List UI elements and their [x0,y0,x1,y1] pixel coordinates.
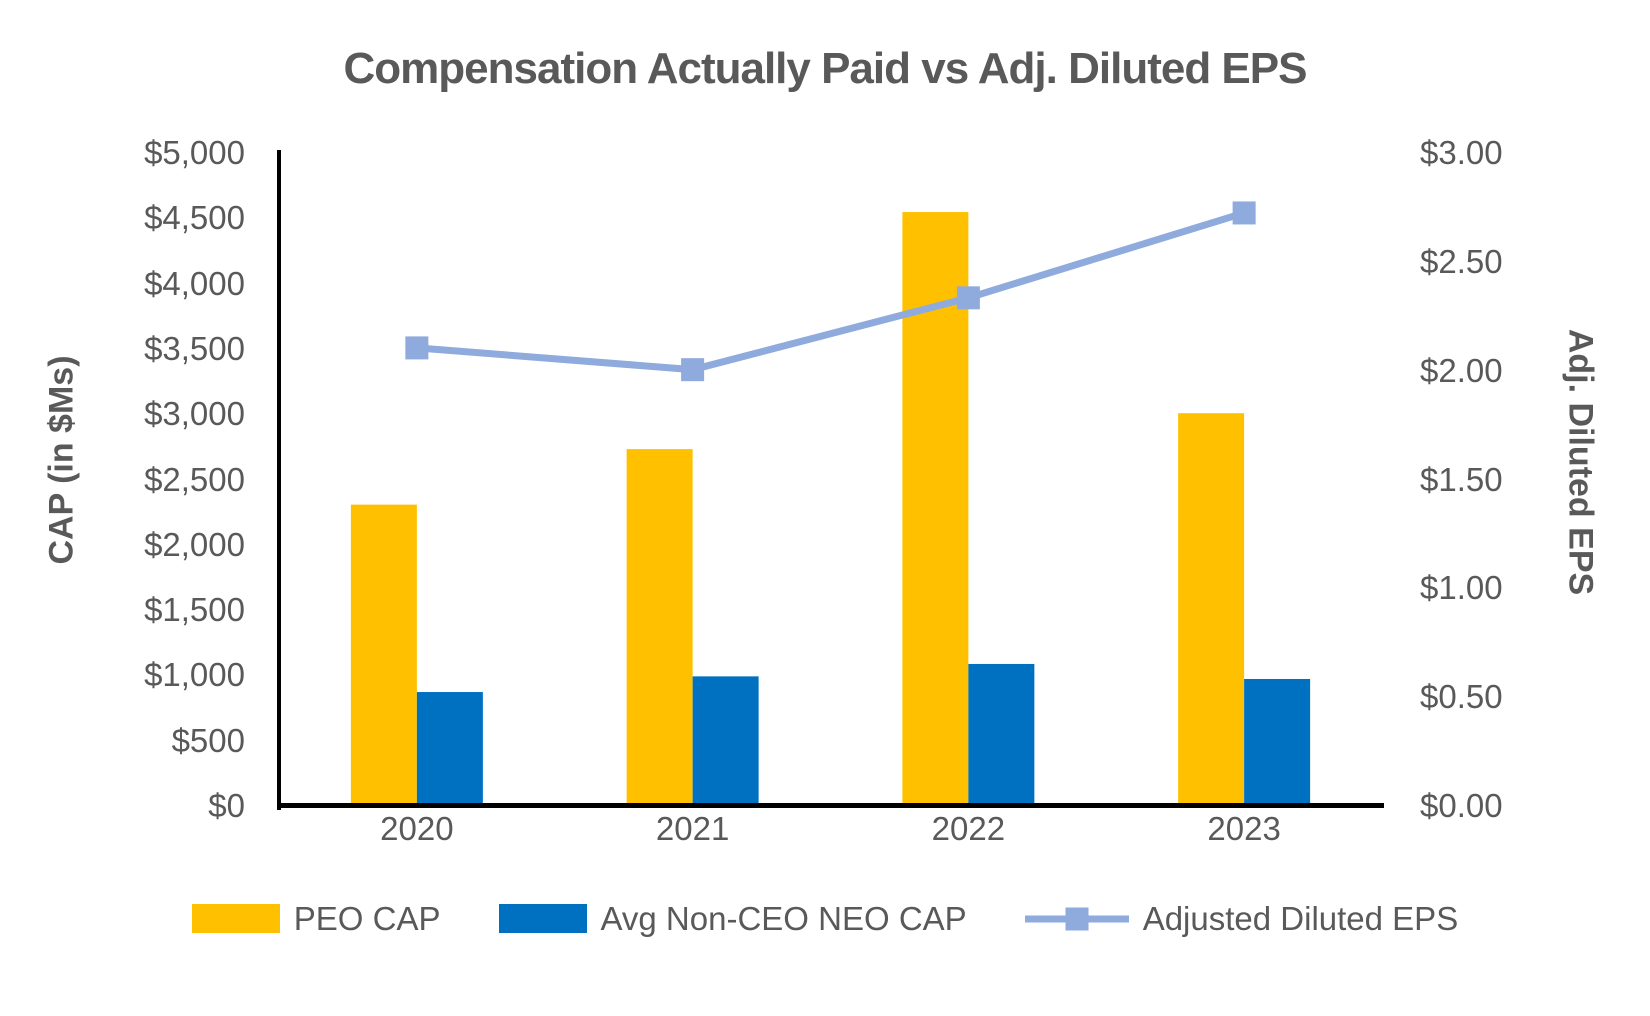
x-axis-line [277,803,1384,808]
right-axis-tick: $1.50 [1420,460,1503,498]
left-axis-tick: $2,000 [144,525,245,563]
left-axis-tick: $5,000 [144,134,245,171]
bar-peo-cap-2023 [1178,413,1245,805]
legend-item-peo-cap: PEO CAP [191,900,441,937]
left-axis-tick: $3,000 [144,395,245,433]
x-axis-label-2021: 2021 [655,810,730,847]
legend-swatch-peo-cap [191,904,280,933]
bar-neo-cap-2021 [692,676,759,805]
right-axis-tick: $2.50 [1420,242,1503,280]
right-axis-tick: $0.00 [1420,787,1503,824]
right-axis-tick: $0.50 [1420,678,1503,716]
left-axis-tick: $1,000 [144,656,245,694]
legend-line-marker-icon [1024,906,1129,932]
left-axis-tick: $3,500 [144,329,245,367]
eps-marker-2020 [405,336,429,360]
y-axis-line [277,150,281,810]
legend-item-eps: Adjusted Diluted EPS [1024,900,1459,937]
bar-peo-cap-2020 [350,504,417,805]
eps-marker-2021 [681,358,705,382]
bar-neo-cap-2022 [968,663,1035,805]
left-axis-tick: $1,500 [144,591,245,629]
bar-peo-cap-2021 [626,449,693,805]
legend-label-eps: Adjusted Diluted EPS [1142,900,1459,937]
x-axis-label-2022: 2022 [931,810,1006,847]
legend-swatch-neo-cap [498,904,587,933]
left-axis-tick: $0 [208,787,245,824]
right-axis-tick: $1.00 [1420,569,1503,607]
right-axis-tick: $3.00 [1420,134,1503,171]
legend: PEO CAP Avg Non-CEO NEO CAP Adjusted Dil… [0,902,1650,935]
x-axis-label-2020: 2020 [380,810,454,847]
bar-neo-cap-2020 [416,692,483,805]
eps-marker-2022 [956,286,980,310]
bar-neo-cap-2023 [1244,678,1311,805]
left-axis-tick: $500 [171,721,245,759]
chart-title: Compensation Actually Paid vs Adj. Dilut… [343,44,1308,93]
left-axis-tick: $2,500 [144,460,245,498]
legend-label-peo-cap: PEO CAP [293,900,441,937]
legend-label-neo-cap: Avg Non-CEO NEO CAP [600,900,967,937]
left-axis-tick: $4,500 [144,199,245,237]
legend-item-neo-cap: Avg Non-CEO NEO CAP [498,900,967,937]
eps-marker-2023 [1232,201,1256,225]
x-axis-label-2023: 2023 [1207,810,1281,847]
right-axis-tick: $2.00 [1420,351,1503,389]
left-axis-tick: $4,000 [144,264,245,302]
eps-line [416,209,1246,374]
